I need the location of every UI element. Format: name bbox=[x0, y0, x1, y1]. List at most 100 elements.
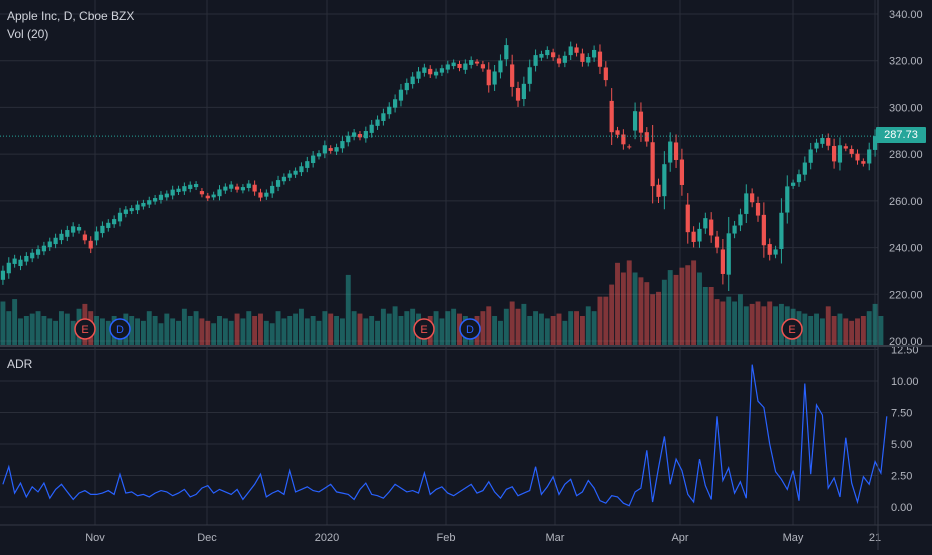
volume-bar bbox=[269, 323, 275, 345]
candle-body bbox=[574, 47, 579, 53]
volume-bar bbox=[679, 267, 685, 345]
volume-bar bbox=[609, 284, 615, 345]
volume-bar bbox=[217, 316, 222, 345]
volume-bar bbox=[18, 318, 23, 345]
volume-bar bbox=[743, 306, 749, 345]
volume-bar bbox=[650, 294, 656, 345]
candle-body bbox=[849, 149, 854, 154]
candle-body bbox=[545, 49, 550, 56]
volume-bar bbox=[146, 311, 152, 345]
candle-body bbox=[486, 69, 491, 86]
candle-body bbox=[750, 193, 755, 203]
candle-body bbox=[580, 53, 585, 62]
earnings-marker bbox=[74, 318, 96, 340]
volume-bar bbox=[240, 318, 246, 345]
volume-bar bbox=[281, 318, 287, 345]
volume-bar bbox=[802, 313, 808, 345]
volume-bar bbox=[503, 308, 509, 345]
dividend-marker bbox=[459, 318, 481, 340]
volume-bar bbox=[866, 311, 872, 345]
volume-bar bbox=[661, 279, 667, 345]
time-tick-label: Nov bbox=[85, 532, 105, 544]
time-tick-label: May bbox=[783, 532, 804, 544]
volume-bar bbox=[164, 313, 170, 345]
volume-bar bbox=[843, 318, 849, 345]
volume-bar bbox=[252, 316, 258, 345]
volume-bar bbox=[620, 272, 626, 345]
candle-body bbox=[463, 63, 468, 70]
volume-bar bbox=[615, 262, 620, 345]
volume-bar bbox=[808, 316, 814, 345]
candle-body bbox=[796, 174, 802, 183]
volume-bar bbox=[351, 311, 357, 345]
candle-body bbox=[94, 231, 99, 241]
volume-bar bbox=[316, 320, 322, 345]
time-tick-label: Apr bbox=[671, 532, 688, 544]
candle-body bbox=[615, 130, 620, 135]
candle-body bbox=[445, 64, 450, 70]
candle-body bbox=[855, 153, 860, 161]
volume-bar bbox=[29, 313, 35, 345]
volume-bar bbox=[152, 316, 158, 345]
volume-bar bbox=[638, 277, 644, 345]
volume-bar bbox=[814, 313, 819, 345]
volume-bar bbox=[275, 311, 281, 345]
volume-bar bbox=[527, 316, 533, 345]
candle-body bbox=[287, 173, 292, 178]
candle-body bbox=[785, 186, 790, 213]
volume-bar bbox=[860, 316, 866, 345]
candle-body bbox=[703, 218, 708, 229]
candle-body bbox=[88, 240, 93, 249]
volume-bar bbox=[632, 272, 638, 345]
candle-body bbox=[627, 146, 632, 148]
volume-bar bbox=[761, 306, 767, 345]
candle-body bbox=[650, 142, 655, 187]
time-tick-label: Feb bbox=[437, 532, 456, 544]
volume-bar bbox=[433, 311, 439, 345]
event-marker-label: E bbox=[81, 324, 88, 336]
candle-body bbox=[35, 249, 41, 255]
candle-body bbox=[837, 145, 843, 163]
volume-bar bbox=[158, 323, 164, 345]
candle-body bbox=[59, 233, 64, 241]
candle-body bbox=[732, 225, 737, 234]
candle-body bbox=[12, 258, 17, 264]
candle-body bbox=[527, 67, 532, 84]
adr-tick-label: 0.00 bbox=[891, 502, 912, 514]
candle-body bbox=[398, 89, 404, 101]
candle-body bbox=[53, 237, 58, 245]
volume-bar bbox=[41, 316, 47, 345]
candle-body bbox=[135, 204, 140, 211]
candle-body bbox=[474, 61, 480, 64]
volume-bar bbox=[380, 308, 386, 345]
candle-body bbox=[679, 159, 685, 185]
candle-body bbox=[41, 245, 47, 252]
volume-bar bbox=[691, 260, 697, 345]
volume-bar bbox=[755, 301, 761, 345]
volume-bar bbox=[538, 313, 544, 345]
volume-bar bbox=[181, 308, 187, 345]
candle-body bbox=[188, 184, 193, 189]
volume-bar bbox=[140, 320, 146, 345]
volume-bar bbox=[837, 313, 843, 345]
adr-series-line bbox=[2, 364, 888, 507]
candle-body bbox=[223, 186, 228, 191]
volume-bar bbox=[64, 313, 70, 345]
time-tick-label: 2020 bbox=[315, 532, 339, 544]
time-tick-label: 21 bbox=[869, 532, 881, 544]
volume-bar bbox=[556, 313, 562, 345]
candle-body bbox=[316, 153, 322, 157]
volume-bar bbox=[211, 323, 217, 345]
candle-body bbox=[47, 241, 52, 248]
volume-bar bbox=[697, 272, 702, 345]
candle-body bbox=[199, 191, 205, 195]
price-tick-label: 240.00 bbox=[889, 243, 923, 255]
price-tick-label: 220.00 bbox=[889, 289, 923, 301]
time-tick-label: Dec bbox=[197, 532, 217, 544]
candle-body bbox=[240, 187, 246, 191]
volume-bar bbox=[533, 311, 539, 345]
candle-body bbox=[123, 209, 128, 214]
volume-bar bbox=[644, 282, 650, 345]
volume-bar bbox=[293, 313, 299, 345]
